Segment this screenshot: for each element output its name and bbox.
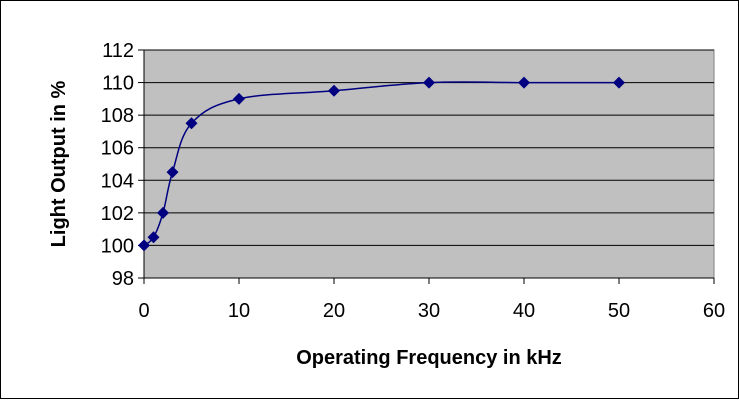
data-point-marker bbox=[328, 84, 340, 97]
x-tick-label: 10 bbox=[228, 300, 250, 322]
y-tick-label: 108 bbox=[101, 105, 134, 127]
y-tick-label: 100 bbox=[101, 235, 134, 257]
y-tick-label: 110 bbox=[102, 73, 134, 95]
data-point-marker bbox=[518, 76, 530, 89]
x-tick-label: 40 bbox=[513, 300, 535, 322]
data-point-marker bbox=[233, 92, 245, 105]
y-axis-title: Light Output in % bbox=[48, 80, 70, 247]
x-tick-label: 0 bbox=[138, 300, 149, 322]
x-axis-title: Operating Frequency in kHz bbox=[296, 347, 562, 369]
y-tick-label: 106 bbox=[101, 138, 134, 160]
y-tick-labels: 98 100 102 104 106 108 110 112 bbox=[101, 40, 134, 290]
data-point-marker bbox=[423, 76, 435, 89]
y-tick-label: 102 bbox=[101, 203, 134, 225]
x-tick-label: 50 bbox=[608, 300, 630, 322]
x-tick-label: 30 bbox=[418, 300, 440, 322]
data-point-marker bbox=[613, 76, 625, 89]
series-group bbox=[138, 76, 625, 252]
y-tick-label: 112 bbox=[102, 40, 134, 62]
data-point-marker bbox=[147, 231, 160, 244]
x-tick-label: 60 bbox=[703, 300, 725, 322]
data-point-marker bbox=[157, 206, 169, 219]
x-tick-label: 20 bbox=[323, 300, 345, 322]
y-tick-label: 98 bbox=[112, 268, 134, 290]
x-tick-labels: 0 10 20 30 40 50 60 bbox=[138, 300, 725, 322]
data-point-marker bbox=[166, 166, 179, 179]
data-point-marker bbox=[138, 239, 150, 252]
data-point-marker bbox=[185, 117, 198, 130]
y-tick-label: 104 bbox=[101, 170, 134, 192]
